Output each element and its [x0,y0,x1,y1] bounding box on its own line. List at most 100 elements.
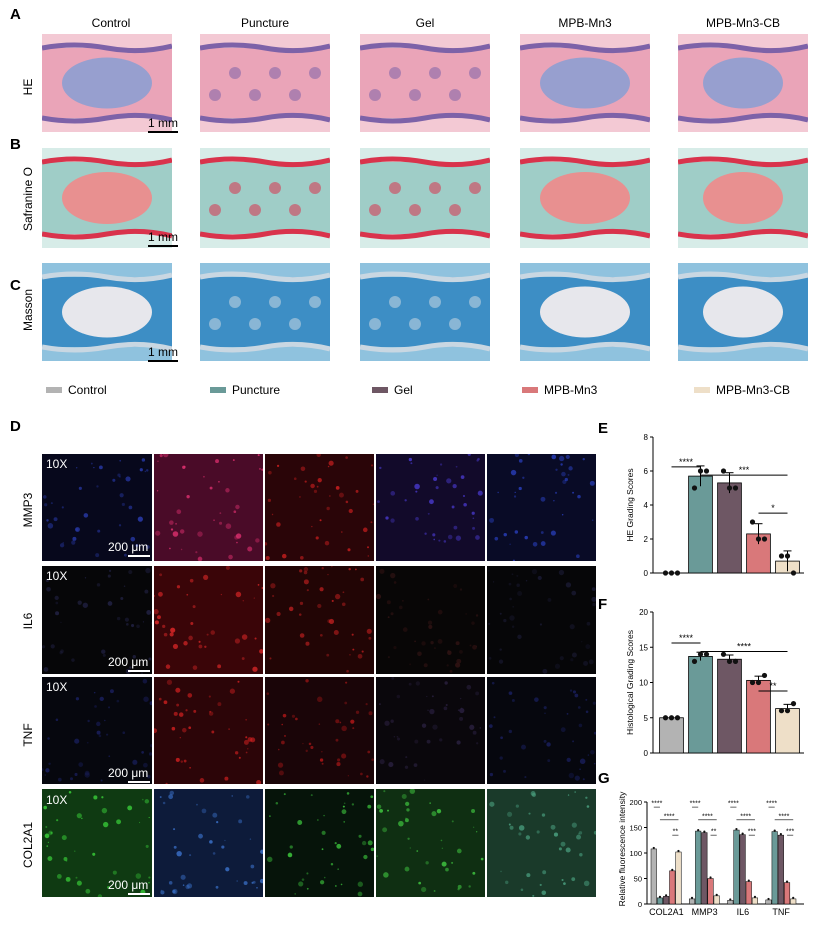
histology-image-he-gel [360,34,490,132]
histology-image-safranine-gel [360,148,490,248]
scale-label-il6: 200 μm [108,655,149,669]
x-tick-label: TNF [772,907,790,917]
data-point [749,679,756,686]
x-tick-label: MMP3 [692,907,718,917]
x-tick-label: COL2A1 [649,907,684,917]
legend-label: Gel [394,383,413,397]
y-tick-label: 0 [638,900,642,909]
row-label-mmp3: MMP3 [21,492,35,528]
legend-item-puncture: Puncture [210,383,280,397]
data-point [658,895,662,898]
x-tick-label: IL6 [737,907,750,917]
panel-label-d: D [10,418,21,435]
panel-label-f: F [598,596,608,613]
data-point [697,651,704,657]
bar-tnf-puncture [771,831,778,905]
histology-image-he-mpb-mn3-cb [678,34,808,132]
fluorescence-image-il6-control [42,566,152,674]
y-tick-label: 5 [644,714,649,723]
fluorescence-image-mmp3-mpb-mn3-cb [487,454,596,561]
fluorescence-image-tnf-control [42,677,152,784]
y-tick-label: 2 [644,535,649,544]
fluorescence-image-tnf-gel [265,677,374,784]
panel-label-c: C [10,277,21,294]
bar-il6-gel [739,834,746,905]
legend-label: MPB-Mn3 [544,383,598,397]
data-point [778,708,785,714]
y-axis-label: Histological Grading Scores [625,630,635,735]
bar-il6-puncture [733,829,740,905]
legend-item-gel: Gel [372,383,413,397]
magnification-mmp3: 10X [46,457,68,471]
fluorescence-image-col2a1-control [42,789,152,897]
histology-image-masson-gel [360,263,490,361]
data-point [709,876,712,879]
significance-label: ** [711,829,717,836]
column-title-gel: Gel [415,16,435,30]
fluorescence-image-mmp3-gel [265,454,374,561]
y-tick-label: 8 [644,433,649,442]
bar-mmp3-puncture [695,830,702,905]
data-point [784,708,791,714]
data-point [784,553,791,559]
bar-mpb-mn3-cb [775,708,800,754]
significance-label: * [771,503,775,513]
data-point [691,485,698,491]
bar-tnf-mpb-mn3-cb [790,898,797,905]
significance-label: *** [748,829,756,836]
legend-label: Control [68,383,107,397]
panel-label-a: A [10,6,21,23]
significance-label: **** [766,801,777,808]
histology-image-masson-puncture [200,263,330,361]
y-tick-label: 6 [644,467,649,476]
data-point [690,896,694,899]
legend-swatch [694,387,710,393]
y-tick-label: 200 [629,798,642,807]
data-point [778,553,785,559]
scale-bar-il6 [128,670,150,672]
y-tick-label: 0 [644,749,649,758]
significance-label: **** [651,801,662,808]
fluorescence-image-mmp3-mpb-mn3 [376,454,485,561]
bar-puncture [688,475,713,574]
data-point [753,895,757,898]
data-point [720,651,727,657]
data-point [652,846,655,850]
fluorescence-image-col2a1-puncture [154,789,263,897]
data-point [773,829,776,832]
data-point [792,896,795,899]
data-point [747,879,750,882]
data-point [726,658,733,664]
data-point [703,651,710,657]
y-tick-label: 15 [639,643,648,652]
legend-label: MPB-Mn3-CB [716,383,791,397]
y-tick-label: 10 [639,679,648,688]
magnification-col2a1: 10X [46,793,68,807]
column-title-mpb-mn3-cb: MPB-Mn3-CB [705,16,780,30]
y-tick-label: 50 [634,875,642,884]
panel-label-g: G [598,770,610,787]
y-tick-label: 20 [639,608,648,617]
row-label-he: HE [21,78,35,96]
histology-image-safranine-mpb-mn3-cb [678,148,808,248]
data-point [749,519,756,525]
fluorescence-image-mmp3-control [42,454,152,561]
legend-swatch [522,387,538,393]
data-point [665,894,668,897]
panel-label-e: E [598,420,609,437]
data-point [668,570,675,576]
bar-gel [717,658,742,754]
data-point [790,570,797,576]
scale-bar-label-masson: 1 mm [148,345,178,359]
magnification-tnf: 10X [46,680,68,694]
scale-bar-safranine [148,245,178,247]
bar-col2a1-puncture [656,897,663,905]
significance-label: ** [769,681,777,691]
histology-image-safranine-mpb-mn3 [520,148,650,248]
fluorescence-image-il6-mpb-mn3-cb [487,566,596,674]
legend-item-control: Control [46,383,107,397]
row-label-col2a1: COL2A1 [21,821,35,869]
data-point [779,833,782,836]
